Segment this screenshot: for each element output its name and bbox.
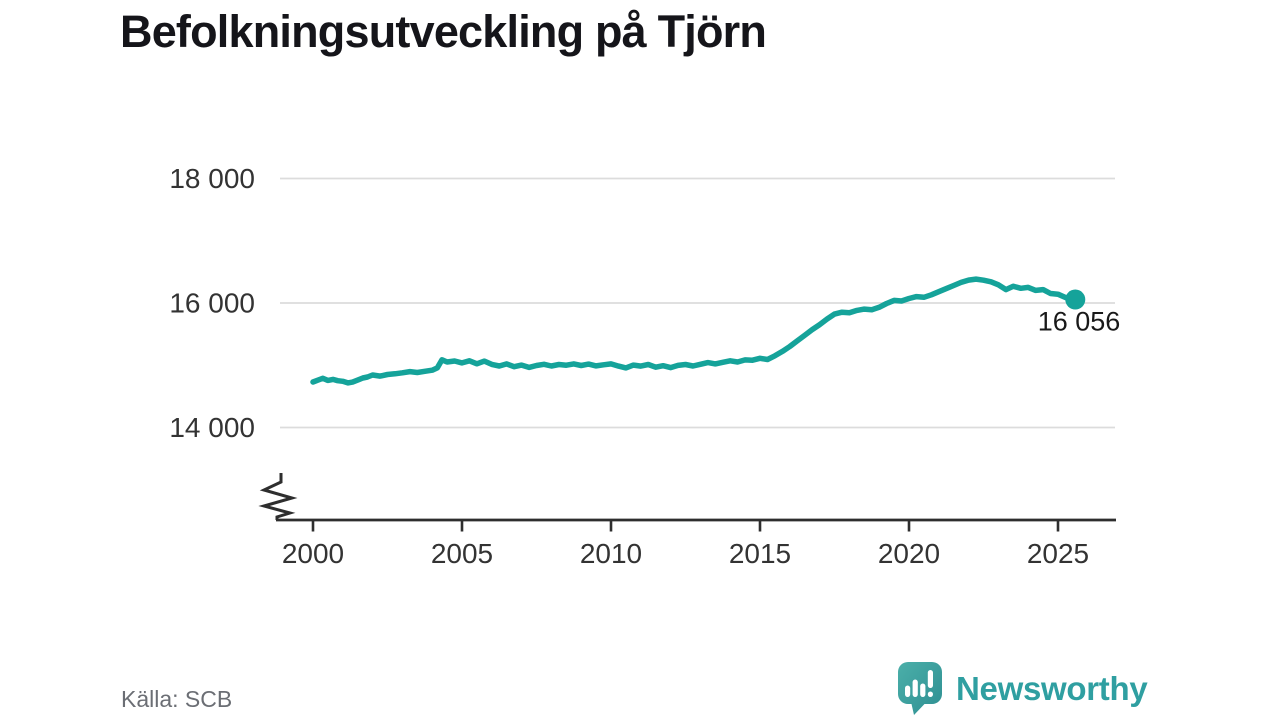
x-tick-label: 2000 xyxy=(282,538,344,569)
endpoint-value-label: 16 056 xyxy=(1038,307,1121,337)
x-tick-label: 2015 xyxy=(729,538,791,569)
series-endpoint-marker xyxy=(1065,289,1086,310)
brand-name: Newsworthy xyxy=(956,670,1148,707)
x-tick-label: 2005 xyxy=(431,538,493,569)
data-labels: 16 056 xyxy=(1038,307,1121,337)
axes: 2000 2005 2010 2015 2020 2025 xyxy=(276,518,1116,569)
y-tick-label: 14 000 xyxy=(169,412,255,443)
x-tick-label: 2020 xyxy=(878,538,940,569)
population-series-line xyxy=(310,276,1079,386)
source-note: Källa: SCB xyxy=(121,686,233,712)
speech-bubble-shape xyxy=(898,662,942,715)
y-tick-label: 16 000 xyxy=(169,288,255,319)
y-axis-break-icon xyxy=(258,473,298,520)
chart-title: Befolkningsutveckling på Tjörn xyxy=(120,6,767,57)
newsworthy-logo: Newsworthy xyxy=(897,661,1148,717)
x-tick-label: 2025 xyxy=(1027,538,1089,569)
data-series xyxy=(310,276,1086,386)
newsworthy-speech-bubble-bar-chart-icon xyxy=(898,662,942,715)
gridlines: 14 000 16 000 18 000 xyxy=(169,163,1115,443)
bar-chart-glyph xyxy=(905,670,933,697)
y-tick-label: 18 000 xyxy=(169,163,255,194)
x-tick-label: 2010 xyxy=(580,538,642,569)
